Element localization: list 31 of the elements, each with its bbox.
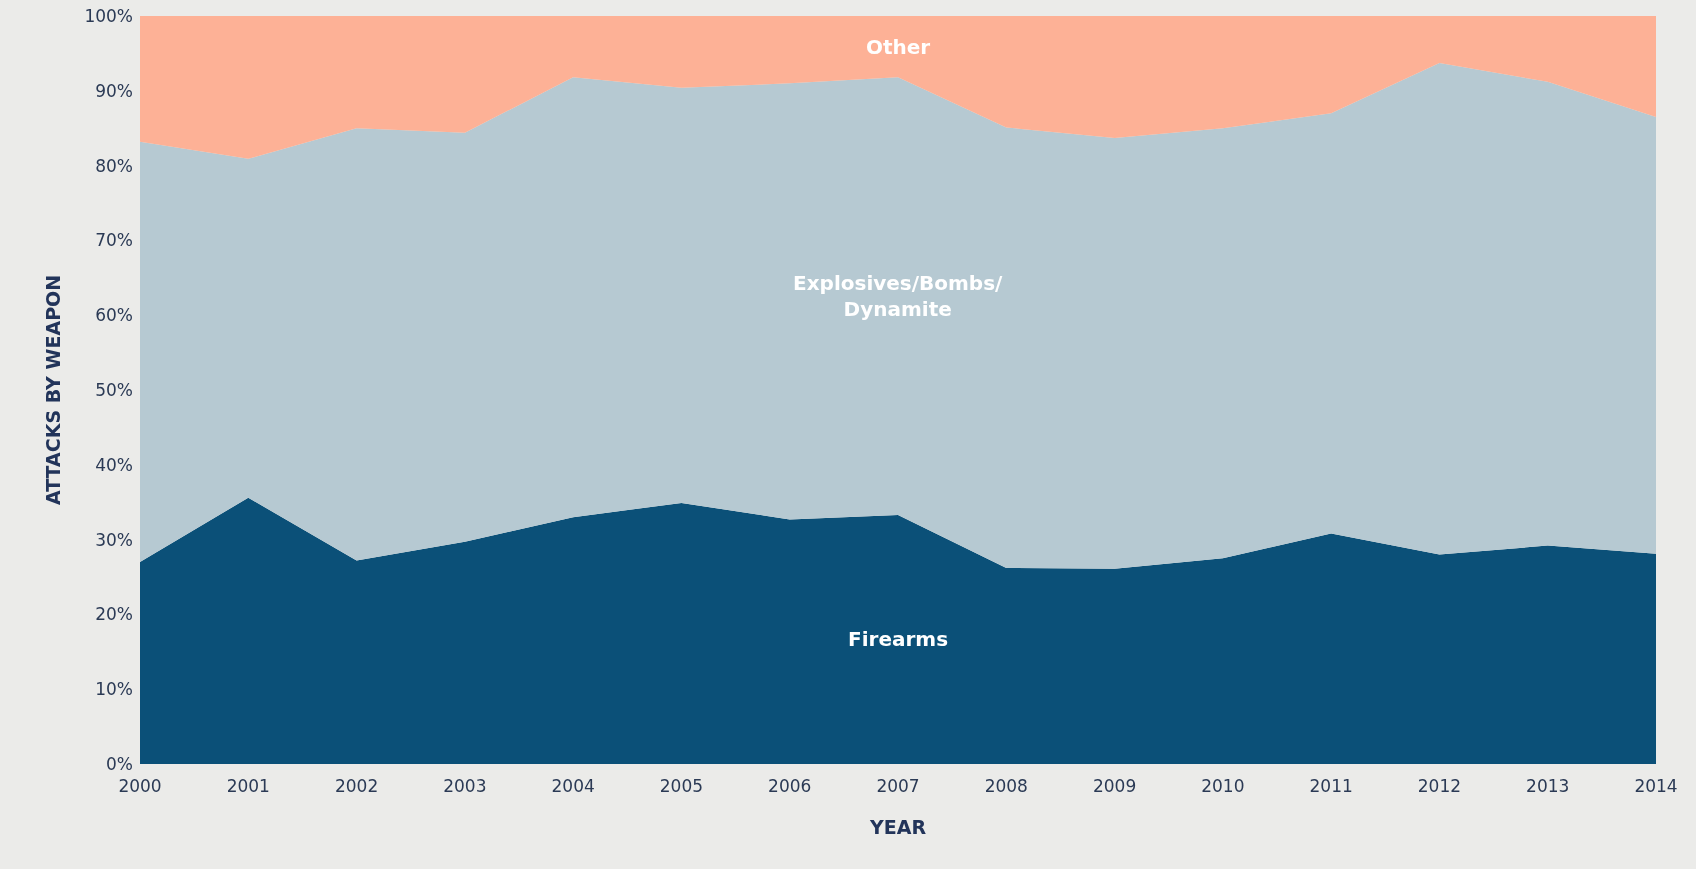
- x-tick-label: 2006: [768, 776, 812, 796]
- x-tick-label: 2010: [1201, 776, 1245, 796]
- x-tick-label: 2003: [443, 776, 487, 796]
- series-label: Other: [866, 35, 931, 59]
- x-tick-label: 2004: [551, 776, 595, 796]
- y-tick-label: 0%: [106, 753, 133, 774]
- x-tick-label: 2008: [984, 776, 1028, 796]
- x-tick-label: 2009: [1092, 776, 1137, 796]
- y-tick-label: 80%: [95, 155, 133, 176]
- y-tick-label: 30%: [95, 529, 133, 550]
- y-tick-label: 40%: [95, 454, 133, 475]
- x-axis-title: YEAR: [868, 815, 927, 838]
- y-axis-title: ATTACKS BY WEAPON: [42, 274, 65, 506]
- x-tick-label: 2011: [1309, 776, 1353, 796]
- series-label: Firearms: [848, 627, 949, 651]
- x-tick-label: 2012: [1417, 776, 1462, 796]
- y-tick-label: 70%: [95, 230, 133, 251]
- x-tick-label: 2014: [1634, 776, 1678, 796]
- series-label: Explosives/Bombs/ Dynamite: [793, 271, 1004, 321]
- x-tick-label: 2005: [659, 776, 704, 796]
- x-tick-label: 2013: [1526, 776, 1570, 796]
- x-tick-label: 2002: [334, 776, 379, 796]
- x-tick-label: 2007: [876, 776, 920, 796]
- x-tick-label: 2001: [226, 776, 270, 796]
- y-tick-label: 90%: [95, 80, 133, 101]
- y-tick-label: 10%: [95, 679, 133, 700]
- x-tick-label: 2000: [118, 776, 162, 796]
- y-tick-label: 100%: [84, 5, 133, 26]
- y-tick-label: 50%: [95, 379, 133, 400]
- y-tick-label: 60%: [95, 305, 133, 326]
- y-tick-label: 20%: [95, 604, 133, 625]
